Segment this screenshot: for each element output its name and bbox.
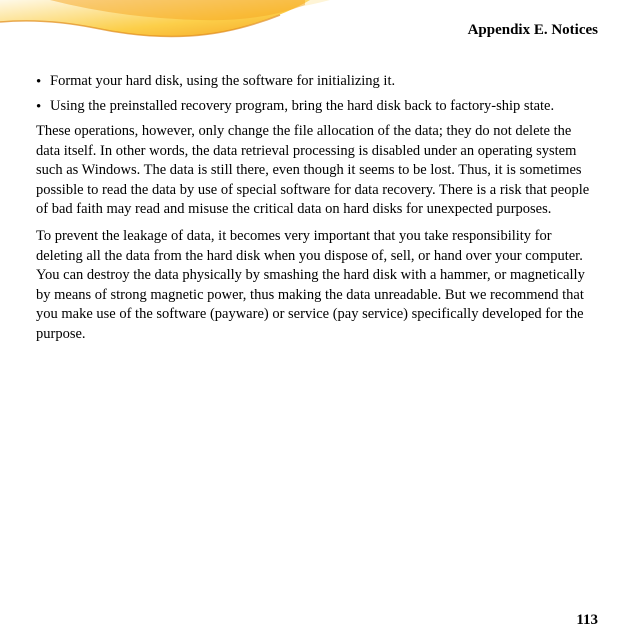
page-number: 113 [576,612,598,629]
bullet-item: Using the preinstalled recovery program,… [36,97,598,117]
paragraph: These operations, however, only change t… [36,122,598,220]
header-swoosh-decoration [0,0,330,55]
bullet-item: Format your hard disk, using the softwar… [36,72,598,92]
paragraph: To prevent the leakage of data, it becom… [36,227,598,344]
page-content: Format your hard disk, using the softwar… [36,72,598,351]
bullet-list: Format your hard disk, using the softwar… [36,72,598,116]
appendix-title: Appendix E. Notices [468,22,598,39]
